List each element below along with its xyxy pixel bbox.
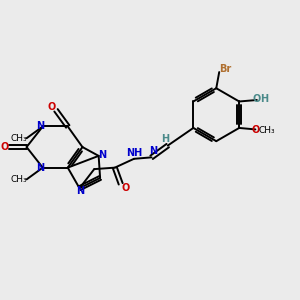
Text: CH₃: CH₃ — [11, 134, 28, 143]
Text: O: O — [1, 142, 9, 152]
Text: CH₃: CH₃ — [258, 125, 275, 134]
Text: CH₃: CH₃ — [11, 176, 28, 184]
Text: N: N — [76, 186, 84, 196]
Text: O: O — [252, 94, 260, 103]
Text: NH: NH — [126, 148, 142, 158]
Text: O: O — [121, 183, 130, 193]
Text: O: O — [252, 125, 260, 135]
Text: H: H — [260, 94, 268, 103]
Text: N: N — [149, 146, 157, 157]
Text: O: O — [48, 102, 56, 112]
Text: N: N — [98, 150, 106, 160]
Text: N: N — [36, 121, 44, 131]
Text: N: N — [36, 163, 44, 173]
Text: Br: Br — [220, 64, 232, 74]
Text: H: H — [161, 134, 169, 144]
